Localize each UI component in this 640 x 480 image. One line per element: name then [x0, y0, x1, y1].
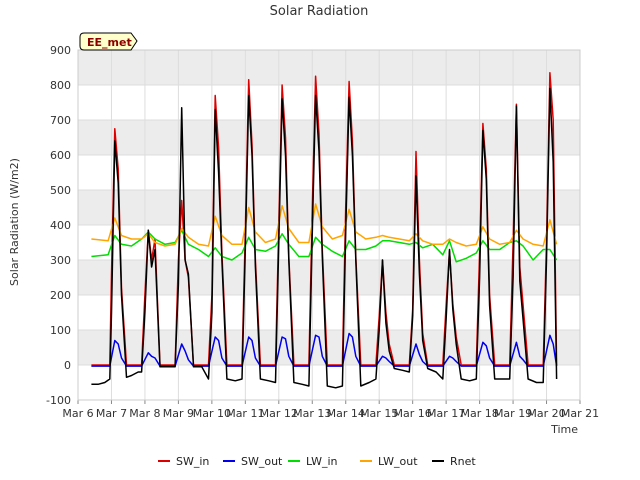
series-lines: [91, 72, 558, 389]
x-tick-label: Mar 21: [561, 407, 599, 420]
legend: SW_in SW_out LW_in LW_out Rnet: [158, 455, 476, 468]
series-line-lw-out: [91, 203, 558, 247]
x-tick-label: Mar 18: [460, 407, 498, 420]
legend-label: SW_in: [176, 455, 209, 468]
y-tick-label: 0: [64, 359, 71, 372]
x-tick-label: Mar 16: [394, 407, 432, 420]
x-tick-label: Mar 9: [163, 407, 194, 420]
y-tick-label: 400: [50, 219, 71, 232]
y-tick-label: 800: [50, 79, 71, 92]
plot-band: [78, 260, 580, 295]
x-tick-label: Mar 7: [96, 407, 127, 420]
x-tick-label: Mar 19: [494, 407, 532, 420]
y-tick-label: 200: [50, 289, 71, 302]
plot-frame: [77, 49, 581, 401]
legend-label: LW_in: [306, 455, 338, 468]
plot-band: [78, 190, 580, 225]
y-tick-label: -100: [46, 394, 71, 407]
x-tick-label: Mar 6: [62, 407, 93, 420]
station-badge-label: EE_met: [87, 36, 132, 49]
x-tick-label: Mar 14: [327, 407, 365, 420]
series-line-sw-out: [91, 332, 558, 367]
x-tick-label: Mar 11: [226, 407, 264, 420]
y-axis-label: Solar Radiation (W/m2): [8, 158, 21, 286]
x-tick-label: Mar 17: [427, 407, 465, 420]
y-tick-label: 700: [50, 114, 71, 127]
series-line-rnet: [91, 87, 558, 389]
x-tick-label: Mar 13: [293, 407, 331, 420]
station-badge: EE_met: [79, 32, 138, 51]
plot-band: [78, 50, 580, 85]
y-tick-label: 100: [50, 324, 71, 337]
chart-title: Solar Radiation: [270, 4, 369, 19]
x-tick-label: Mar 15: [360, 407, 398, 420]
x-tick-label: Mar 12: [260, 407, 298, 420]
y-tick-label: 500: [50, 184, 71, 197]
legend-label: SW_out: [241, 455, 283, 468]
plot-band: [78, 120, 580, 155]
y-tick-label: 600: [50, 149, 71, 162]
legend-label: LW_out: [378, 455, 418, 468]
y-tick-label: 900: [50, 44, 71, 57]
x-axis-label: Time: [550, 423, 578, 436]
y-tick-label: 300: [50, 254, 71, 267]
plot-band: [78, 330, 580, 365]
x-tick-label: Mar 20: [527, 407, 565, 420]
x-tick-label: Mar 10: [193, 407, 231, 420]
legend-label: Rnet: [450, 455, 476, 468]
x-tick-label: Mar 8: [129, 407, 160, 420]
